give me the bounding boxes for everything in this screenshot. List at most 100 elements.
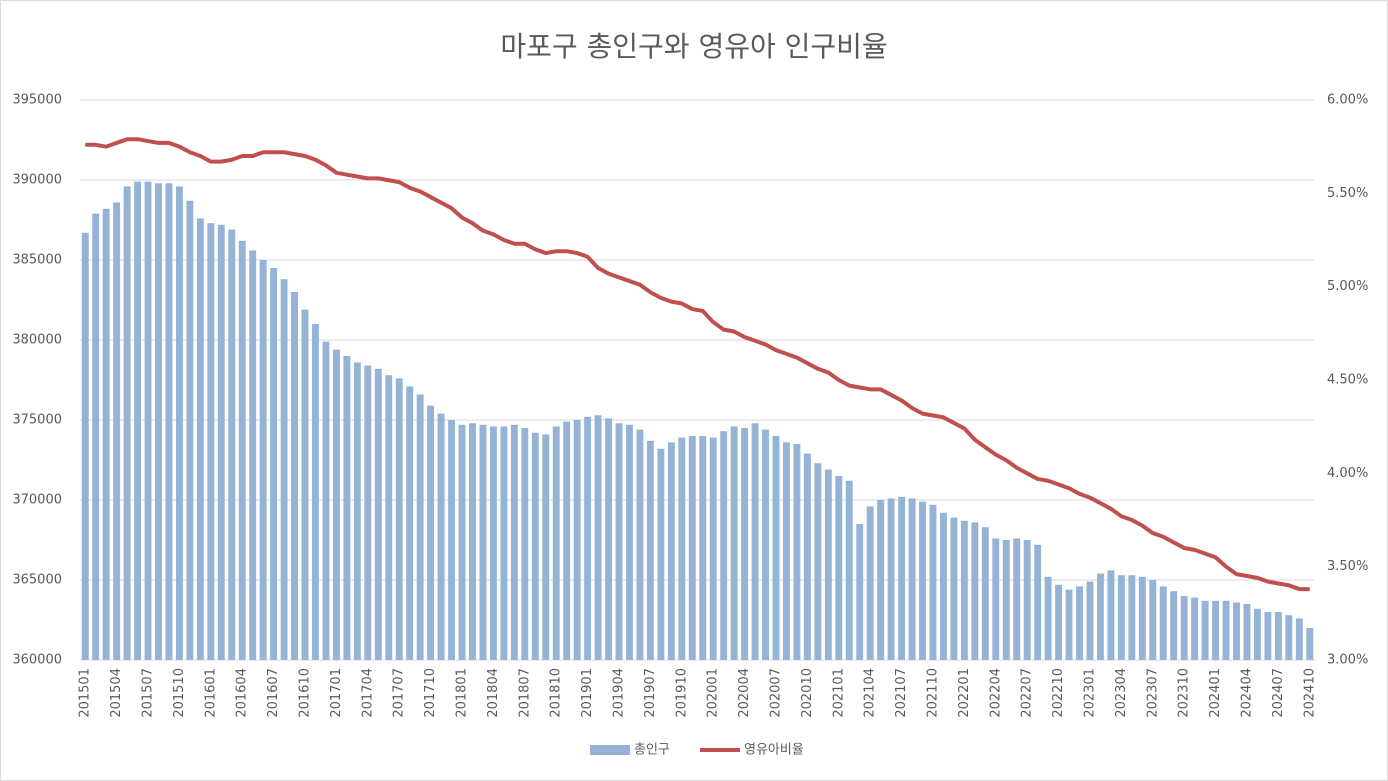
bar	[1295, 618, 1303, 660]
bar	[1180, 596, 1188, 660]
bar	[960, 520, 968, 660]
x-tick-label: 202107	[894, 668, 909, 718]
bar	[123, 186, 131, 660]
bar	[259, 260, 267, 660]
bar	[406, 386, 414, 660]
bar	[981, 527, 989, 660]
bar	[1117, 575, 1125, 660]
y2-tick-label: 5.50%	[1327, 186, 1368, 201]
x-tick-label: 201904	[612, 668, 627, 718]
bar	[1013, 538, 1021, 660]
x-tick-label: 201507	[141, 668, 156, 718]
bar	[1212, 600, 1220, 660]
x-tick-label: 201510	[172, 668, 187, 718]
bar	[929, 504, 937, 660]
bar	[353, 362, 361, 660]
bar	[249, 250, 257, 660]
bar	[427, 405, 435, 660]
bar	[814, 463, 822, 660]
x-tick-label: 201807	[517, 668, 532, 718]
bar	[772, 436, 780, 660]
x-tick-label: 202401	[1208, 668, 1223, 718]
bar	[615, 423, 623, 660]
x-tick-label: 202110	[925, 668, 940, 718]
x-tick-label: 202301	[1082, 668, 1097, 718]
x-tick-label: 201701	[329, 668, 344, 718]
bar	[866, 506, 874, 660]
bar	[584, 416, 592, 660]
x-tick-label: 201601	[203, 668, 218, 718]
bar	[1285, 615, 1293, 660]
bar	[887, 498, 895, 660]
bar	[469, 423, 476, 660]
x-tick-label: 202007	[768, 668, 783, 718]
bar	[1233, 602, 1240, 660]
y2-tick-label: 3.00%	[1327, 653, 1368, 668]
x-tick-label: 201907	[643, 668, 658, 718]
bar	[552, 426, 560, 660]
bar	[646, 440, 654, 660]
y-tick-label: 365000	[12, 573, 62, 588]
y2-tick-label: 3.50%	[1327, 559, 1368, 574]
bar	[730, 426, 738, 660]
x-tick-label: 201704	[360, 668, 375, 718]
line	[85, 137, 1310, 592]
bar	[573, 420, 581, 660]
x-tick-label: 202307	[1145, 668, 1160, 718]
bar	[688, 436, 696, 660]
y2-tick-label: 6.00%	[1327, 93, 1368, 108]
x-tick-label: 202201	[957, 668, 972, 718]
y-tick-label: 380000	[12, 333, 62, 348]
bar	[793, 444, 801, 660]
bar	[1044, 576, 1052, 660]
bar	[81, 232, 89, 661]
bar	[521, 428, 529, 660]
bar	[1107, 570, 1115, 660]
bar	[1243, 604, 1251, 660]
bar	[1034, 544, 1042, 660]
x-tick-label: 201607	[266, 668, 281, 718]
x-tick-label: 201610	[298, 668, 313, 718]
bar	[908, 498, 916, 660]
x-tick-label: 202004	[737, 668, 752, 718]
bar	[594, 415, 602, 660]
bar	[699, 436, 707, 660]
legend-swatch	[590, 745, 630, 755]
bar	[531, 432, 539, 660]
bar	[238, 240, 246, 661]
bar	[667, 442, 675, 660]
bar	[1065, 589, 1073, 660]
x-tick-label: 202404	[1239, 668, 1254, 718]
bar	[971, 522, 979, 660]
legend-label: 총인구	[634, 743, 670, 758]
x-tick-label: 202407	[1271, 668, 1286, 718]
bar	[824, 469, 832, 660]
bar	[803, 453, 811, 660]
legend-label: 영유아비율	[744, 743, 804, 758]
bar	[374, 368, 382, 660]
bar	[1055, 584, 1063, 660]
bar	[113, 202, 121, 660]
y-tick-label: 370000	[12, 493, 62, 508]
bar	[636, 429, 644, 660]
x-tick-label: 201504	[109, 668, 124, 718]
x-tick-label: 202207	[1020, 668, 1035, 718]
bar	[301, 309, 309, 660]
bar	[992, 538, 1000, 660]
bar	[155, 183, 162, 660]
bar	[783, 442, 790, 660]
bar	[92, 213, 100, 660]
bar	[1274, 612, 1282, 660]
bar	[1253, 608, 1261, 660]
bar	[228, 229, 236, 660]
bar	[845, 480, 853, 660]
bar	[510, 424, 518, 660]
x-tick-label: 201710	[423, 668, 438, 718]
bar	[217, 224, 225, 661]
bar	[1159, 586, 1167, 660]
bar	[1128, 575, 1136, 660]
x-tick-label: 201707	[392, 668, 407, 718]
x-tick-label: 201910	[674, 668, 689, 718]
chart-title: 마포구 총인구와 영유아 인구비율	[500, 30, 887, 63]
